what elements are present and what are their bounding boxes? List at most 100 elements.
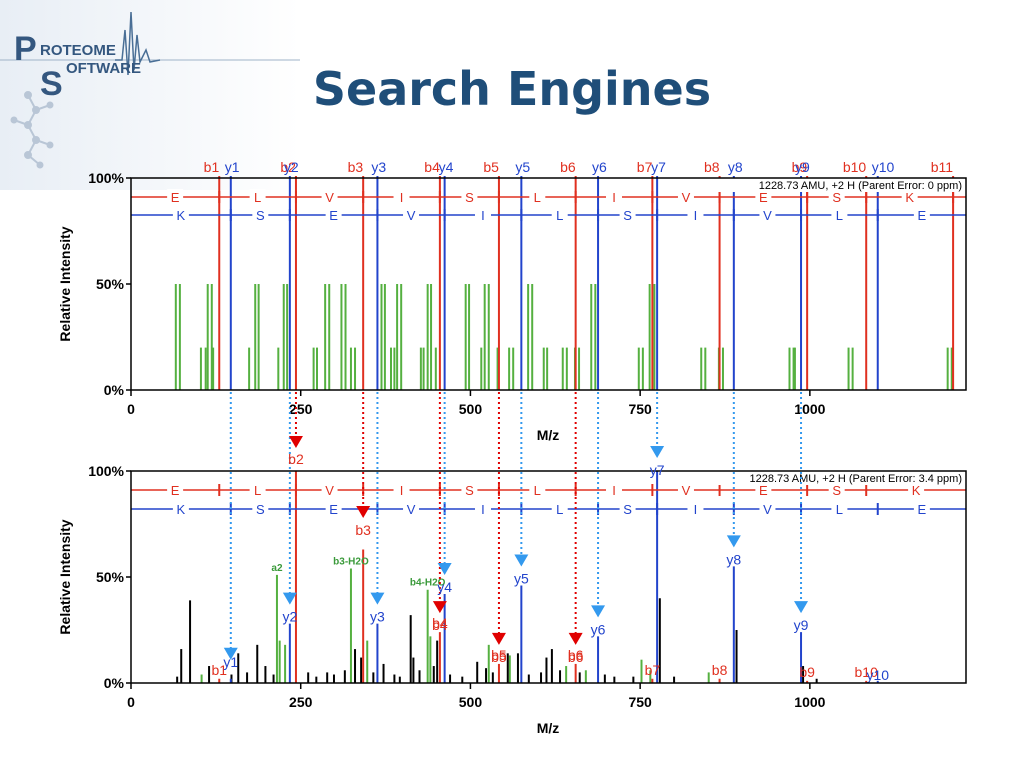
y-sequence-residue: L	[556, 502, 563, 517]
b-ion-label: b1	[204, 159, 220, 175]
b-ladder-gap	[828, 189, 845, 204]
y-sequence-residue: S	[256, 208, 265, 223]
logo-cap-p: P	[14, 30, 37, 68]
b-ladder-gap	[321, 482, 338, 497]
b-sequence-residue: E	[759, 190, 768, 205]
y-ladder-gap	[252, 207, 269, 222]
y-sequence-residue: K	[177, 208, 186, 223]
precursor-info: 1228.73 AMU, +2 H (Parent Error: 0 ppm)	[759, 180, 962, 192]
b-ion-label: b8	[704, 159, 720, 175]
logo-word-1: ROTEOME	[40, 42, 116, 59]
y-ladder-gap	[403, 207, 420, 222]
b-ion-label: b6	[568, 647, 584, 663]
info-background	[712, 178, 964, 192]
b-ladder-gap	[529, 189, 546, 204]
y-ladder-gap	[403, 501, 420, 516]
logo-word-2: OFTWARE	[66, 60, 141, 77]
b-ion-label: b10	[843, 159, 867, 175]
y-arrow-label: y3	[370, 609, 385, 625]
b-ion-label: b5	[483, 159, 499, 175]
b-ion-label: b8	[712, 662, 728, 678]
y-arrowhead	[794, 601, 809, 614]
precursor-info: 1228.73 AMU, +2 H (Parent Error: 3.4 ppm…	[750, 473, 962, 485]
y-arrowhead	[726, 535, 741, 548]
b-ladder-gap	[167, 189, 184, 204]
y-sequence-residue: L	[836, 502, 843, 517]
y-tick-label: 50%	[96, 569, 125, 585]
y-ladder-gap	[474, 501, 491, 516]
x-axis-label: M/z	[537, 720, 560, 736]
y-sequence-residue: I	[481, 208, 485, 223]
b-ion-label: b4	[424, 159, 440, 175]
y-sequence-residue: E	[329, 502, 338, 517]
y-arrow-label: y8	[726, 551, 741, 567]
x-axis-label: M/z	[537, 427, 560, 443]
b-arrow-label: b5	[491, 649, 507, 665]
y-ladder-gap	[913, 207, 930, 222]
y-sequence-residue: S	[623, 502, 632, 517]
b-sequence-residue: I	[612, 190, 616, 205]
b-sequence-residue: E	[171, 483, 180, 498]
logo-background	[0, 0, 300, 190]
y-ion-label: y7	[651, 159, 666, 175]
x-tick-label: 1000	[794, 401, 825, 417]
x-tick-label: 0	[127, 694, 135, 710]
proteome-software-logo: P ROTEOME S OFTWARE	[0, 0, 300, 190]
y-axis-label: Relative Intensity	[57, 519, 73, 634]
molecule-icon	[10, 91, 54, 169]
x-tick-label: 250	[289, 401, 313, 417]
b-sequence-residue: L	[254, 483, 261, 498]
b-sequence-residue: V	[325, 483, 334, 498]
y-tick-label: 50%	[96, 276, 125, 292]
y-ion-label: y1	[223, 654, 238, 670]
y-tick-label: 100%	[88, 170, 124, 186]
b-ion-label: b9	[792, 159, 808, 175]
b-ion-label: b6	[560, 159, 576, 175]
y-ion-label: y6	[592, 159, 607, 175]
y-sequence-residue: L	[556, 208, 563, 223]
x-tick-label: 500	[459, 694, 483, 710]
y-ladder-gap	[759, 207, 776, 222]
b-arrow-label: b2	[288, 451, 304, 467]
y-ladder-gap	[759, 501, 776, 516]
b-sequence-residue: E	[759, 483, 768, 498]
y-ladder-gap	[551, 207, 568, 222]
y-arrowhead	[370, 592, 385, 605]
b-ladder-gap	[393, 482, 410, 497]
y-ladder-gap	[252, 501, 269, 516]
b-ladder-gap	[393, 189, 410, 204]
y-ladder-gap	[913, 501, 930, 516]
y-arrow-label: y5	[514, 570, 529, 586]
y-axis-label: Relative Intensity	[57, 226, 73, 341]
logo-spectrum-icon	[115, 11, 161, 76]
b-ion-label: b2	[280, 159, 296, 175]
b-sequence-residue: L	[254, 190, 261, 205]
y-sequence-residue: I	[694, 208, 698, 223]
y-ion-label: y4	[439, 159, 454, 175]
b-sequence-residue: K	[912, 483, 921, 498]
b-sequence-residue: V	[682, 190, 691, 205]
b-arrowhead	[432, 601, 447, 614]
neutral-loss-label: a2	[271, 563, 283, 574]
y-ladder-gap	[619, 207, 636, 222]
b-ladder-gap	[461, 189, 478, 204]
b-sequence-residue: L	[534, 483, 541, 498]
b-arrowhead	[356, 506, 371, 518]
y-arrowhead	[223, 647, 238, 660]
b-ion-label: b11	[931, 159, 954, 175]
b-ladder-gap	[755, 189, 772, 204]
b-ladder-gap	[321, 189, 338, 204]
b-ladder-gap	[529, 482, 546, 497]
y-ion-label: y10	[866, 667, 889, 683]
b-arrow-label: b4	[432, 617, 448, 633]
neutral-loss-label: b3-H2O	[333, 557, 369, 568]
b-sequence-residue: I	[400, 483, 404, 498]
panel-connectors: y2 b2 b3 y3 b4 y4 b5 y5 b6 y6 y7 y8 y9	[223, 392, 809, 665]
y-sequence-residue: E	[918, 208, 927, 223]
x-tick-label: 750	[628, 401, 652, 417]
y-arrowhead	[650, 446, 665, 458]
b-ladder-gap	[901, 189, 918, 204]
y-sequence-residue: V	[407, 208, 416, 223]
